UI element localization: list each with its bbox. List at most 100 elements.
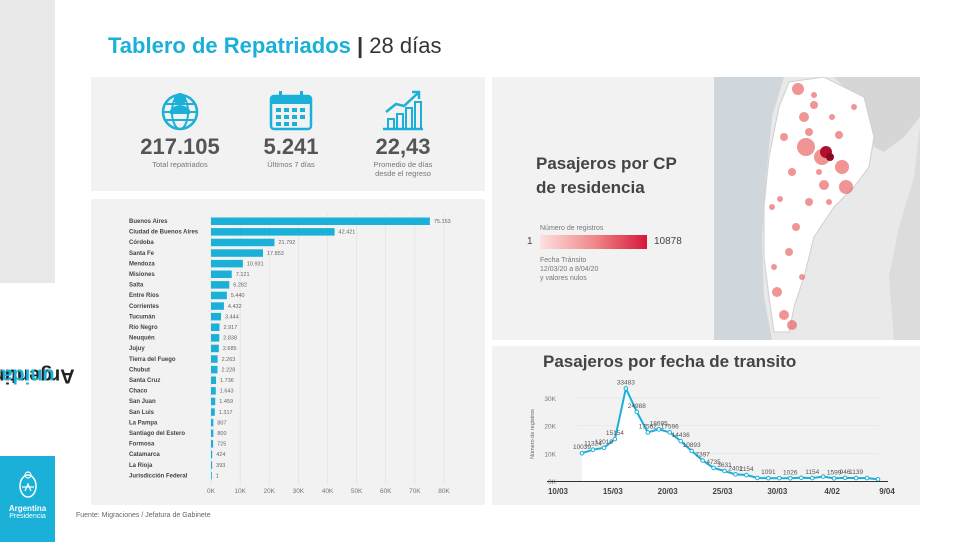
line-data-label: 18695 [650, 420, 668, 427]
bar-category-label: La Pampa [129, 420, 158, 426]
bar-category-label: Catamarca [129, 452, 160, 458]
bar-category-label: Chubut [129, 367, 150, 373]
bar-category-label: Buenos Aires [129, 219, 168, 225]
legend-filter-3: y valores nulos [540, 275, 587, 282]
line-y-axis-label: Número de registros [530, 409, 536, 459]
bar-mark [211, 440, 214, 448]
bar-value-label: 1.643 [220, 389, 234, 395]
bar-mark [211, 312, 222, 321]
globe-people-icon [161, 93, 199, 131]
bar-mark [211, 249, 263, 257]
kpi-total-label: Total repatriados [152, 160, 208, 169]
line-area-fill [582, 388, 878, 481]
line-point [755, 475, 760, 481]
bar-value-label: 1.317 [219, 410, 233, 416]
line-data-label: 4735 [706, 459, 721, 466]
bar-category-label: Santa Cruz [129, 378, 160, 384]
kpi-average-label-2: desde el regreso [375, 169, 431, 178]
bar-x-tick-label: 50K [351, 488, 363, 495]
bar-mark [211, 291, 227, 300]
line-point [711, 465, 716, 471]
line-data-label: 2154 [739, 466, 754, 473]
line-y-tick-label: 10K [544, 451, 556, 458]
bar-category-label: Santa Fe [129, 251, 155, 257]
line-point [798, 475, 804, 481]
page-title: Tablero de Repatriados | 28 días [108, 33, 441, 59]
bar-value-label: 5.440 [231, 293, 245, 299]
bar-x-tick-label: 80K [438, 488, 450, 495]
bar-value-label: 21.792 [278, 240, 295, 246]
line-chart-title: Pasajeros por fecha de transito [543, 352, 797, 371]
bar-category-label: Chaco [129, 389, 148, 395]
line-data-label: 12010 [595, 439, 613, 446]
line-series [581, 385, 879, 481]
line-data-label: 1091 [761, 469, 776, 476]
line-point [842, 475, 848, 481]
line-point [667, 430, 673, 435]
line-point [656, 427, 662, 432]
kpi-total: 217.105 Total repatriados [125, 88, 235, 169]
bar-category-label: Jujuy [129, 346, 145, 352]
line-x-tick-label: 30/03 [767, 487, 788, 496]
bar-x-tick-label: 10K [234, 488, 246, 495]
line-point [744, 472, 749, 478]
bar-category-label: Ciudad de Buenos Aires [129, 230, 199, 236]
map-title-line-2: de residencia [536, 177, 645, 197]
bar-value-label: 424 [216, 452, 225, 458]
bar-category-label: Salta [129, 283, 144, 289]
argentina-map [714, 77, 920, 340]
bar-mark [211, 376, 217, 384]
title-main: Tablero de Repatriados [108, 33, 351, 58]
kpi-week-value: 5.241 [263, 134, 319, 159]
bar-value-label: 42.421 [339, 230, 356, 236]
bar-value-label: 2.263 [222, 357, 236, 363]
line-point [700, 458, 705, 463]
legend-color-scale [540, 235, 647, 249]
bar-value-label: 1.736 [220, 378, 234, 384]
brand-vertical-text: Argentina unida [0, 300, 75, 450]
kpi-average-value: 22,43 [375, 134, 431, 159]
presidencia-logo: Argentina Presidencia [0, 456, 55, 542]
bar-mark [211, 217, 430, 225]
bar-value-label: 2.917 [223, 325, 237, 331]
bar-value-label: 807 [217, 420, 226, 426]
bar-value-label: 17.853 [267, 251, 284, 257]
bar-category-label: La Rioja [129, 463, 153, 469]
title-separator: | [357, 33, 364, 58]
bar-chart-panel [91, 199, 485, 505]
bar-value-label: 7.121 [236, 272, 250, 278]
legend-title: Número de registros [540, 225, 604, 232]
line-point [678, 438, 683, 444]
bar-mark [211, 238, 275, 247]
brand-unida: unida [1, 364, 55, 387]
map-title: Pasajeros por CP de residencia [536, 152, 677, 200]
bar-mark [211, 365, 218, 374]
bar-category-label: Córdoba [129, 240, 154, 246]
bar-category-label: Jurisdicción Federal [129, 473, 188, 479]
line-data-label: 2401 [728, 465, 743, 472]
line-data-label: 10039 [573, 444, 591, 451]
line-y-tick-label: 0K [548, 479, 557, 486]
line-y-tick-label: 30K [544, 396, 556, 403]
bar-value-label: 1.459 [219, 399, 233, 405]
line-data-label: 1154 [805, 469, 819, 476]
province-bar-chart: 0K 10K 20K 30K 40K 50K 60K 70K 80K Buenos Aires 75… [129, 214, 451, 495]
bar-mark [211, 323, 220, 331]
bar-value-label: 393 [216, 463, 225, 469]
bar-x-tick-label: 70K [409, 488, 421, 495]
line-point [623, 386, 629, 391]
bar-value-label: 3.444 [225, 314, 239, 320]
line-point [787, 475, 793, 481]
line-y-tick-label: 20K [544, 424, 556, 431]
kpi-average: 22,43 Promedio de días desde el regreso [348, 88, 458, 178]
bar-x-tick-label: 20K [263, 488, 275, 495]
bar-value-label: 2.228 [221, 367, 235, 373]
line-data-label: 17562 [639, 423, 657, 430]
line-x-tick-label: 4/02 [824, 487, 840, 496]
line-x-tick-label: 20/03 [658, 487, 679, 496]
line-data-label: 15154 [606, 430, 624, 437]
line-point [634, 409, 640, 415]
bar-category-label: Mendoza [129, 261, 155, 267]
bar-category-label: Formosa [129, 442, 155, 448]
bar-category-label: Neuquén [129, 336, 155, 342]
